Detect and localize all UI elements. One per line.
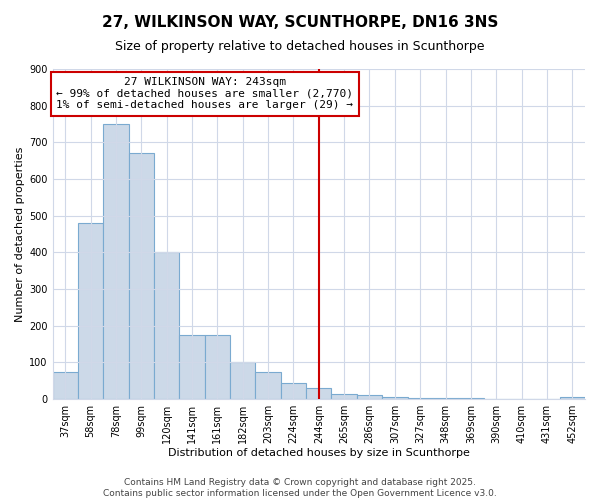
Text: Size of property relative to detached houses in Scunthorpe: Size of property relative to detached ho… bbox=[115, 40, 485, 53]
Bar bbox=[306, 388, 331, 399]
X-axis label: Distribution of detached houses by size in Scunthorpe: Distribution of detached houses by size … bbox=[168, 448, 470, 458]
Bar bbox=[281, 382, 306, 399]
Bar bbox=[205, 335, 230, 399]
Bar bbox=[53, 372, 78, 399]
Bar bbox=[230, 362, 256, 399]
Bar bbox=[458, 398, 484, 399]
Bar bbox=[103, 124, 128, 399]
Bar bbox=[154, 252, 179, 399]
Bar bbox=[331, 394, 357, 399]
Bar bbox=[382, 398, 407, 399]
Bar bbox=[407, 398, 433, 399]
Bar bbox=[433, 398, 458, 399]
Text: Contains HM Land Registry data © Crown copyright and database right 2025.
Contai: Contains HM Land Registry data © Crown c… bbox=[103, 478, 497, 498]
Bar bbox=[128, 154, 154, 399]
Text: 27 WILKINSON WAY: 243sqm
← 99% of detached houses are smaller (2,770)
1% of semi: 27 WILKINSON WAY: 243sqm ← 99% of detach… bbox=[56, 77, 353, 110]
Bar bbox=[357, 396, 382, 399]
Bar bbox=[256, 372, 281, 399]
Y-axis label: Number of detached properties: Number of detached properties bbox=[15, 146, 25, 322]
Bar bbox=[560, 398, 585, 399]
Bar bbox=[179, 335, 205, 399]
Bar bbox=[78, 223, 103, 399]
Text: 27, WILKINSON WAY, SCUNTHORPE, DN16 3NS: 27, WILKINSON WAY, SCUNTHORPE, DN16 3NS bbox=[102, 15, 498, 30]
